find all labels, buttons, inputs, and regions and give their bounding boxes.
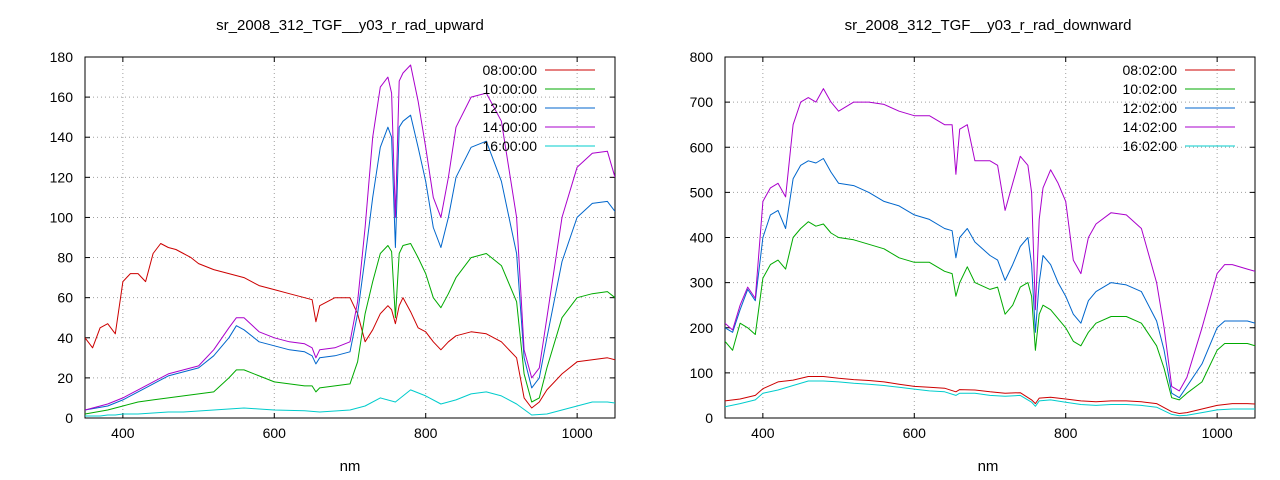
legend-label: 14:02:00 (1123, 119, 1178, 135)
y-tick-label: 60 (57, 290, 73, 306)
legend-label: 12:00:00 (483, 100, 538, 116)
legend-label: 08:02:00 (1123, 62, 1178, 78)
series-line (725, 158, 1255, 399)
series-line (85, 243, 615, 415)
series-group (725, 88, 1255, 417)
series-line (85, 114, 615, 411)
y-tick-label: 600 (690, 139, 714, 155)
chart-title: sr_2008_312_TGF__y03_r_rad_downward (845, 17, 1132, 34)
chart-title: sr_2008_312_TGF__y03_r_rad_upward (216, 17, 484, 34)
series-line (85, 389, 615, 417)
legend-label: 16:02:00 (1123, 138, 1178, 154)
y-tick-label: 80 (57, 250, 73, 266)
y-tick-label: 180 (50, 49, 74, 65)
y-tick-label: 400 (690, 230, 714, 246)
series-line (725, 380, 1255, 417)
series-line (85, 64, 615, 411)
series-line (725, 221, 1255, 401)
y-tick-label: 700 (690, 94, 714, 110)
y-tick-label: 20 (57, 370, 73, 386)
x-axis-label: nm (978, 458, 999, 475)
legend-label: 10:02:00 (1123, 81, 1178, 97)
x-tick-label: 1000 (562, 425, 593, 441)
x-tick-label: 400 (751, 425, 775, 441)
legend-label: 16:00:00 (483, 138, 538, 154)
y-tick-label: 120 (50, 169, 74, 185)
series-line (725, 88, 1255, 392)
legend-label: 12:02:00 (1123, 100, 1178, 116)
x-tick-label: 400 (111, 425, 135, 441)
series-line (725, 376, 1255, 414)
upward-chart: sr_2008_312_TGF__y03_r_rad_upward nm 400… (50, 17, 616, 475)
x-tick-label: 800 (1054, 425, 1078, 441)
legend-label: 14:00:00 (483, 119, 538, 135)
plot-frame (84, 56, 616, 419)
legend-label: 10:00:00 (483, 81, 538, 97)
y-tick-label: 100 (690, 365, 714, 381)
y-tick-label: 300 (690, 275, 714, 291)
downward-chart: sr_2008_312_TGF__y03_r_rad_downward nm 4… (690, 17, 1256, 475)
x-tick-label: 1000 (1202, 425, 1233, 441)
x-tick-label: 800 (414, 425, 438, 441)
y-tick-label: 140 (50, 129, 74, 145)
x-axis-label: nm (340, 458, 361, 475)
y-tick-label: 40 (57, 330, 73, 346)
x-tick-label: 600 (903, 425, 927, 441)
y-tick-label: 0 (705, 410, 713, 426)
y-tick-label: 0 (65, 410, 73, 426)
series-group (85, 64, 615, 417)
y-tick-label: 200 (690, 320, 714, 336)
plot-frame (724, 56, 1256, 419)
x-tick-label: 600 (263, 425, 287, 441)
legend-label: 08:00:00 (483, 62, 538, 78)
y-tick-label: 100 (50, 209, 74, 225)
y-tick-label: 160 (50, 89, 74, 105)
y-tick-label: 800 (690, 49, 714, 65)
y-tick-label: 500 (690, 184, 714, 200)
